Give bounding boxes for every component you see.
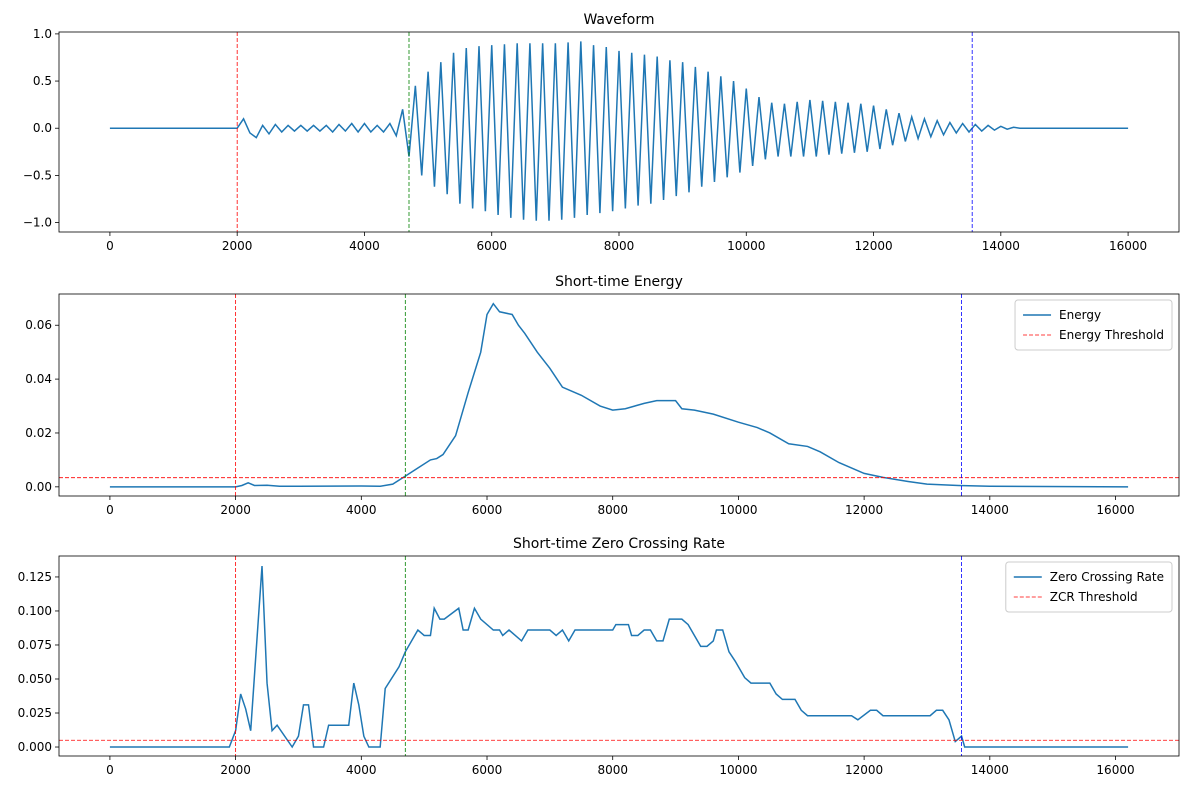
x-tick-label: 0 bbox=[106, 239, 114, 253]
legend-label: Zero Crossing Rate bbox=[1050, 570, 1164, 584]
axes-frame bbox=[58, 555, 1180, 757]
x-tick-label: 16000 bbox=[1096, 763, 1134, 777]
plot-area bbox=[109, 32, 1129, 232]
y-tick-label: 0.04 bbox=[25, 372, 52, 386]
x-tick-label: 8000 bbox=[597, 503, 628, 517]
x-tick-label: 2000 bbox=[220, 503, 251, 517]
y-tick-label: 0.06 bbox=[25, 318, 52, 332]
legend-label: ZCR Threshold bbox=[1050, 590, 1138, 604]
x-tick-label: 8000 bbox=[597, 763, 628, 777]
x-tick-label: 6000 bbox=[476, 239, 507, 253]
x-tick-label: 2000 bbox=[220, 763, 251, 777]
y-tick-label: 0.125 bbox=[18, 570, 52, 584]
x-tick-label: 14000 bbox=[971, 503, 1009, 517]
data-line bbox=[109, 41, 1129, 221]
y-tick-label: 0.02 bbox=[25, 426, 52, 440]
x-tick-label: 6000 bbox=[472, 503, 503, 517]
x-tick-label: 16000 bbox=[1109, 239, 1147, 253]
legend: Zero Crossing Rate ZCR Threshold bbox=[1005, 561, 1173, 613]
y-tick-label: −1.0 bbox=[23, 216, 52, 230]
x-tick-label: 14000 bbox=[971, 763, 1009, 777]
subplot-title: Waveform bbox=[583, 12, 654, 28]
y-tick-label: 0.075 bbox=[18, 638, 52, 652]
x-tick-label: 12000 bbox=[845, 763, 883, 777]
legend-box bbox=[1014, 299, 1173, 351]
y-tick-label: 1.0 bbox=[33, 27, 52, 41]
y-tick-label: 0.050 bbox=[18, 672, 52, 686]
x-tick-label: 8000 bbox=[604, 239, 635, 253]
data-line bbox=[109, 566, 1129, 749]
x-tick-label: 10000 bbox=[727, 239, 765, 253]
x-tick-label: 0 bbox=[106, 503, 114, 517]
subplot-title: Short-time Energy bbox=[555, 274, 683, 290]
x-tick-label: 4000 bbox=[346, 503, 377, 517]
subplot-title: Short-time Zero Crossing Rate bbox=[513, 536, 725, 552]
x-tick-label: 12000 bbox=[854, 239, 892, 253]
x-tick-label: 0 bbox=[106, 763, 114, 777]
plot-area bbox=[59, 556, 1179, 756]
y-tick-label: 0.5 bbox=[33, 74, 52, 88]
axes-frame bbox=[58, 293, 1180, 497]
y-tick-label: 0.000 bbox=[18, 740, 52, 754]
y-tick-label: 0.00 bbox=[25, 480, 52, 494]
plot-area bbox=[59, 294, 1179, 496]
legend: Energy Energy Threshold bbox=[1014, 299, 1173, 351]
y-tick-label: 0.0 bbox=[33, 121, 52, 135]
y-tick-label: −0.5 bbox=[23, 168, 52, 182]
x-tick-label: 4000 bbox=[349, 239, 380, 253]
legend-box bbox=[1005, 561, 1173, 613]
legend-label: Energy Threshold bbox=[1059, 328, 1164, 342]
x-tick-label: 12000 bbox=[845, 503, 883, 517]
y-tick-label: 0.100 bbox=[18, 604, 52, 618]
x-tick-label: 4000 bbox=[346, 763, 377, 777]
x-tick-label: 16000 bbox=[1096, 503, 1134, 517]
y-tick-label: 0.025 bbox=[18, 706, 52, 720]
x-tick-label: 6000 bbox=[472, 763, 503, 777]
legend-label: Energy bbox=[1059, 308, 1101, 322]
x-tick-label: 14000 bbox=[982, 239, 1020, 253]
data-line bbox=[109, 302, 1129, 488]
x-tick-label: 10000 bbox=[719, 503, 757, 517]
x-tick-label: 10000 bbox=[719, 763, 757, 777]
x-tick-label: 2000 bbox=[222, 239, 253, 253]
